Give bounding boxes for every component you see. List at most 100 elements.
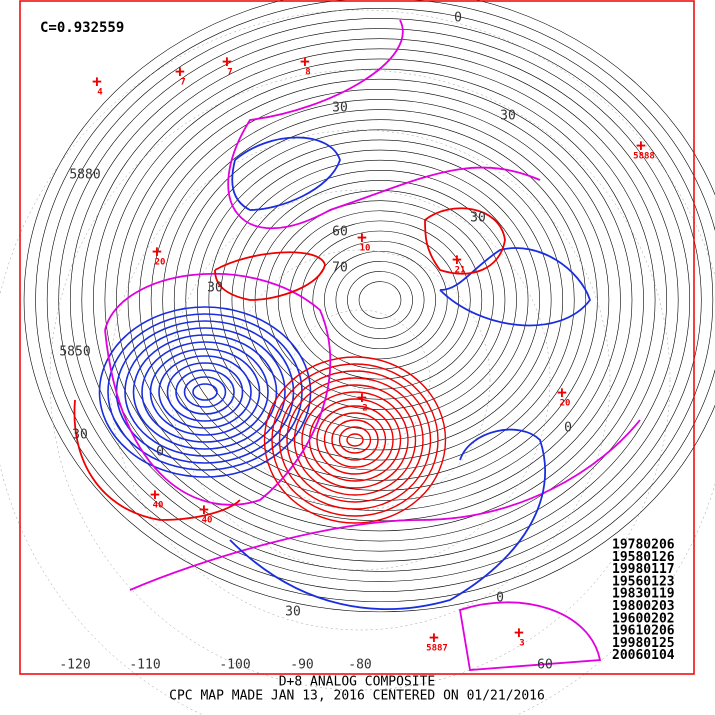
- longitude-label: -90: [290, 658, 313, 673]
- anomaly-label: 2: [362, 404, 367, 414]
- anomaly-contour: [129, 419, 641, 591]
- lat-circle: [49, 69, 671, 691]
- contour-label: 30: [500, 109, 516, 124]
- high-marker: +: [357, 228, 367, 247]
- contour-label: 30: [285, 605, 301, 620]
- positive-anomaly: [293, 384, 417, 496]
- negative-anomaly: [158, 355, 252, 429]
- positive-anomaly: [286, 377, 424, 503]
- contour-label: 30: [470, 211, 486, 226]
- height-contour: [347, 271, 413, 329]
- contour-label: 5880: [69, 168, 100, 183]
- height-contour: [150, 99, 610, 501]
- anomaly-contour: [73, 399, 241, 521]
- high-marker: +: [92, 72, 102, 91]
- longitude-label: 60: [537, 658, 553, 673]
- analog-date: 19980125: [612, 636, 675, 651]
- height-contour: [127, 78, 633, 522]
- height-contour: [289, 220, 471, 380]
- high-marker: +: [452, 250, 462, 269]
- map-frame: [19, 0, 695, 675]
- anomaly-contour: [458, 601, 602, 671]
- contour-label: 0: [564, 421, 572, 436]
- footer-line: CPC MAP MADE JAN 13, 2016 CENTERED ON 01…: [169, 689, 545, 704]
- negative-anomaly: [98, 306, 312, 478]
- anomaly-contour: [424, 207, 506, 275]
- correlation: C=0.932559: [40, 20, 124, 36]
- anomaly-label: 20: [155, 258, 166, 268]
- anomaly-label: 3: [519, 639, 524, 649]
- negative-anomaly: [132, 334, 278, 450]
- negative-anomaly: [149, 348, 261, 436]
- lat-circle: [109, 129, 611, 631]
- height-contour: [243, 180, 517, 420]
- high-marker: +: [429, 628, 439, 647]
- height-contour: [312, 240, 448, 360]
- height-contour: [300, 230, 460, 370]
- positive-anomaly: [338, 426, 372, 454]
- negative-anomaly: [166, 362, 244, 422]
- lat-circle: [229, 249, 491, 511]
- analog-date: 19600202: [612, 611, 675, 626]
- positive-anomaly: [263, 356, 447, 524]
- analog-date: 19800203: [612, 599, 675, 614]
- positive-anomaly: [301, 391, 409, 489]
- height-contour: [208, 149, 552, 451]
- high-marker: +: [150, 485, 160, 504]
- anomaly-label: 10: [360, 244, 371, 254]
- analog-date: 19560123: [612, 574, 675, 589]
- analog-date: 19780206: [612, 538, 675, 553]
- high-marker: +: [636, 136, 646, 155]
- contour-label: 0: [156, 445, 164, 460]
- negative-anomaly: [141, 341, 269, 443]
- anomaly-contour: [229, 428, 546, 610]
- negative-anomaly: [192, 383, 218, 401]
- high-marker: +: [300, 52, 310, 71]
- anomaly-label: 40: [153, 501, 164, 511]
- anomaly-contour: [104, 272, 332, 506]
- height-contour: [185, 129, 575, 471]
- anomaly-label: 7: [227, 68, 232, 78]
- analog-date: 19980117: [612, 562, 675, 577]
- anomaly-label: 20: [560, 399, 571, 409]
- contour-label: 30: [332, 101, 348, 116]
- height-contour: [139, 89, 621, 511]
- longitude-label: -100: [219, 658, 250, 673]
- positive-anomaly: [278, 370, 432, 510]
- height-contour: [324, 250, 436, 350]
- longitude-label: -110: [129, 658, 160, 673]
- anomaly-contour: [227, 19, 541, 230]
- contour-label: 70: [332, 261, 348, 276]
- high-marker: +: [222, 52, 232, 71]
- footer-line: D+8 ANALOG COMPOSITE: [279, 675, 436, 690]
- analog-date: 19610206: [612, 624, 675, 639]
- height-contour: [358, 281, 402, 319]
- height-contour: [266, 200, 494, 400]
- anomaly-contour: [214, 251, 326, 301]
- height-contour: [93, 48, 667, 552]
- height-contour: [23, 0, 715, 613]
- anomaly-contour: [231, 136, 341, 211]
- anomaly-label: 21: [455, 266, 466, 276]
- height-contour: [81, 38, 679, 562]
- positive-anomaly: [346, 433, 364, 447]
- negative-anomaly: [175, 369, 235, 415]
- positive-anomaly: [271, 363, 439, 517]
- height-contour: [69, 28, 691, 572]
- contour-label: 30: [207, 281, 223, 296]
- positive-anomaly: [331, 419, 379, 461]
- anomaly-contour: [439, 247, 592, 327]
- high-marker: +: [152, 242, 162, 261]
- analog-date: 20060104: [612, 648, 675, 663]
- height-contour: [104, 58, 656, 542]
- high-marker: +: [557, 383, 567, 402]
- analog-date: 19830119: [612, 587, 675, 602]
- negative-anomaly: [183, 376, 227, 408]
- anomaly-label: 7: [180, 78, 185, 88]
- analog-date: 19580126: [612, 550, 675, 565]
- anomaly-label: 8: [305, 68, 310, 78]
- high-marker: +: [357, 388, 367, 407]
- longitude-label: -120: [59, 658, 90, 673]
